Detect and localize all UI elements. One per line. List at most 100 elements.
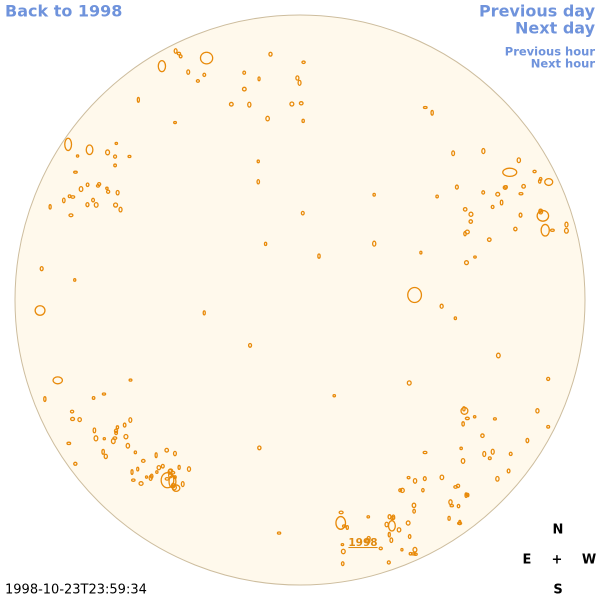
next-hour-link[interactable]: Next hour [531,57,596,71]
contour [472,415,477,419]
contour [518,191,524,196]
contour [123,433,129,440]
back-link[interactable]: Back to 1998 [5,2,122,21]
contour [297,79,302,86]
contour [257,445,262,451]
contour [167,468,174,473]
contour [177,464,181,470]
contour [112,202,119,208]
contour [378,546,383,551]
contour [130,478,136,482]
contour [265,115,271,122]
contour [495,475,500,482]
contour [490,204,495,210]
contour [461,421,465,427]
contour [138,481,144,486]
contour [276,531,282,535]
contour [180,481,185,488]
contour [421,487,425,493]
contour [480,433,485,439]
contour [85,182,90,188]
previous-hour-link[interactable]: Previous hour [505,45,596,59]
contour [115,189,120,196]
contour [95,183,101,188]
contour [154,452,158,459]
contour [157,59,167,73]
contour [386,560,391,565]
contour [130,468,134,476]
contour [289,101,295,107]
contour [387,531,391,538]
contour [495,191,501,197]
contour [490,448,495,455]
contour [464,229,470,235]
contour [372,240,377,247]
contour [546,424,551,429]
contour [176,51,182,56]
contour [407,533,412,540]
contour [160,472,175,489]
contour [481,147,486,155]
contour [406,475,411,480]
contour [451,150,456,157]
contour [122,422,127,428]
contour [91,197,96,203]
contour [399,487,405,494]
contour [92,427,97,434]
contour [422,105,428,110]
contour [486,237,492,243]
contour [164,447,170,453]
contour [513,226,518,232]
contour [69,409,75,414]
solar-disk [14,14,586,586]
next-day-link[interactable]: Next day [515,19,596,38]
contour [340,561,345,567]
contour [155,470,159,474]
previous-day-link[interactable]: Previous day [479,2,596,21]
contour [506,468,511,474]
contour [372,192,376,197]
contour [398,488,403,493]
contour [532,169,537,174]
contour [340,542,345,547]
contour [247,342,253,348]
contour [61,197,66,204]
active-regions [34,48,569,567]
contour [473,255,477,259]
contour [549,228,555,232]
contour [75,154,80,158]
contour [535,408,540,414]
contour [105,186,109,191]
compass-west: W [582,553,596,568]
contour [263,241,268,247]
contour [540,223,550,237]
contour [112,436,118,441]
contour [301,118,305,124]
contour [164,476,170,481]
contour [66,441,72,446]
contour [468,219,474,224]
contour [412,477,418,484]
contour [78,185,84,193]
contour [73,461,78,466]
contour [455,483,461,489]
contour [114,430,119,436]
contour [400,547,404,552]
contour [396,527,402,533]
contour [419,250,423,255]
contour [173,48,178,54]
contour [172,450,178,457]
contour [173,120,178,125]
contour [453,316,458,321]
contour [406,380,412,386]
contour [387,520,396,532]
contour [468,211,474,217]
contour [256,178,261,185]
contour [544,178,554,187]
compass-north: N [553,523,564,538]
contour [69,416,76,422]
disk-label-link[interactable]: 1998 [348,537,377,549]
contour [405,520,411,526]
contour [43,396,47,403]
